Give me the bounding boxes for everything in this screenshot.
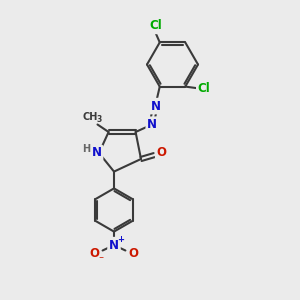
Text: H: H	[82, 144, 91, 154]
Text: O: O	[129, 247, 139, 260]
Text: Cl: Cl	[149, 20, 162, 32]
Text: CH: CH	[83, 112, 98, 122]
Text: N: N	[92, 146, 102, 160]
Text: ⁻: ⁻	[98, 255, 104, 265]
Text: O: O	[157, 146, 167, 159]
Text: O: O	[89, 247, 99, 260]
Text: N: N	[147, 118, 157, 131]
Text: Cl: Cl	[198, 82, 211, 94]
Text: +: +	[117, 235, 124, 244]
Text: N: N	[151, 100, 161, 112]
Text: 3: 3	[96, 116, 102, 124]
Text: N: N	[109, 238, 119, 252]
